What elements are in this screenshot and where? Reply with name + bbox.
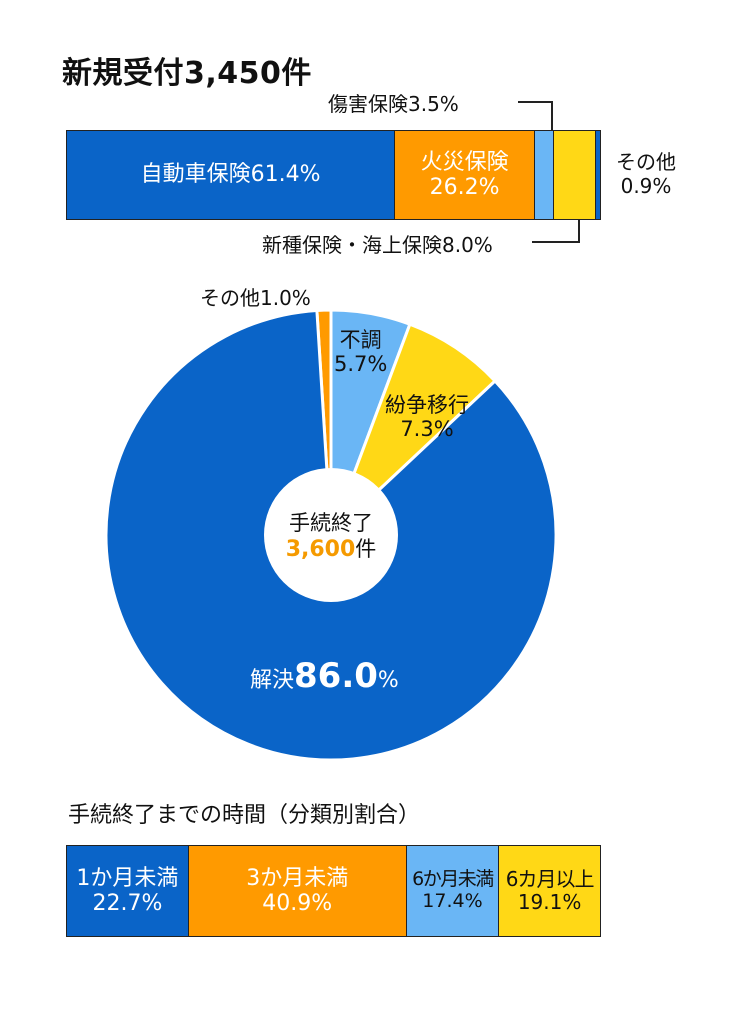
label-other-value: 0.9% <box>620 174 672 198</box>
bar-segment-under-3-months: 3か月未満 40.9% <box>187 846 406 936</box>
label-resolved-unit: % <box>377 668 399 693</box>
bar-label-fire-name: 火災保険 <box>420 149 509 175</box>
center-total-value: 3,600 <box>285 537 356 563</box>
bar-segment-injury <box>533 131 553 219</box>
intake-title: 新規受付3,450件 <box>62 56 312 91</box>
label-other-name: その他 <box>616 150 676 174</box>
bar-label-under-6-months-value: 17.4% <box>422 890 483 912</box>
center-total: 3,600件 <box>264 536 398 564</box>
bar-label-under-1-month-value: 22.7% <box>92 891 163 916</box>
bar-segment-fire: 火災保険 26.2% <box>394 131 534 219</box>
intake-stacked-bar: 自動車保険61.4% 火災保険 26.2% <box>66 130 601 220</box>
donut-center-hole <box>264 468 398 602</box>
leader-injury-h <box>518 101 552 103</box>
label-other-insurance: その他 0.9% <box>616 150 676 198</box>
resolution-donut-chart <box>104 308 558 762</box>
donut-center-label: 手続終了 3,600件 <box>264 510 398 564</box>
leader-injury-v <box>551 101 553 131</box>
label-injury-insurance: 傷害保険3.5% <box>328 92 459 116</box>
center-total-unit: 件 <box>355 537 377 562</box>
bar-label-under-3-months-name: 3か月未満 <box>246 865 349 891</box>
bar-label-6-months-plus-name: 6カ月以上 <box>505 867 595 891</box>
label-failed: 不調 5.7% <box>334 328 387 376</box>
leader-marine-v <box>578 220 580 242</box>
center-title: 手続終了 <box>289 511 373 535</box>
bar-segment-auto: 自動車保険61.4% <box>67 131 395 219</box>
label-dispute: 紛争移行 7.3% <box>378 393 476 441</box>
duration-title: 手続終了までの時間（分類別割合） <box>68 803 421 828</box>
label-other-outcome: その他1.0% <box>200 286 311 310</box>
bar-label-fire-value: 26.2% <box>429 175 500 200</box>
label-failed-value: 5.7% <box>334 352 388 377</box>
bar-label-under-6-months-name: 6か月未満 <box>412 868 494 891</box>
label-failed-name: 不調 <box>339 328 382 352</box>
bar-label-under-3-months-value: 40.9% <box>262 891 333 916</box>
bar-segment-under-1-month: 1か月未満 22.7% <box>67 846 188 936</box>
leader-marine-h <box>532 241 580 243</box>
label-dispute-value: 7.3% <box>400 417 454 442</box>
label-resolved-name: 解決 <box>250 668 295 693</box>
duration-stacked-bar: 1か月未満 22.7% 3か月未満 40.9% 6か月未満 17.4% 6カ月以… <box>66 845 601 937</box>
bar-segment-other <box>595 131 600 219</box>
label-resolved: 解決86.0% <box>250 656 399 696</box>
label-dispute-name: 紛争移行 <box>385 393 469 417</box>
bar-label-under-1-month-name: 1か月未満 <box>76 865 179 891</box>
bar-segment-6-months-plus: 6カ月以上 19.1% <box>498 846 600 936</box>
label-resolved-value: 86.0 <box>294 656 378 696</box>
bar-segment-under-6-months: 6か月未満 17.4% <box>405 846 499 936</box>
bar-label-6-months-plus-value: 19.1% <box>517 890 582 914</box>
label-new-marine-insurance: 新種保険・海上保険8.0% <box>262 233 493 257</box>
bar-segment-new-marine <box>552 131 596 219</box>
bar-label-auto: 自動車保険61.4% <box>140 162 321 188</box>
